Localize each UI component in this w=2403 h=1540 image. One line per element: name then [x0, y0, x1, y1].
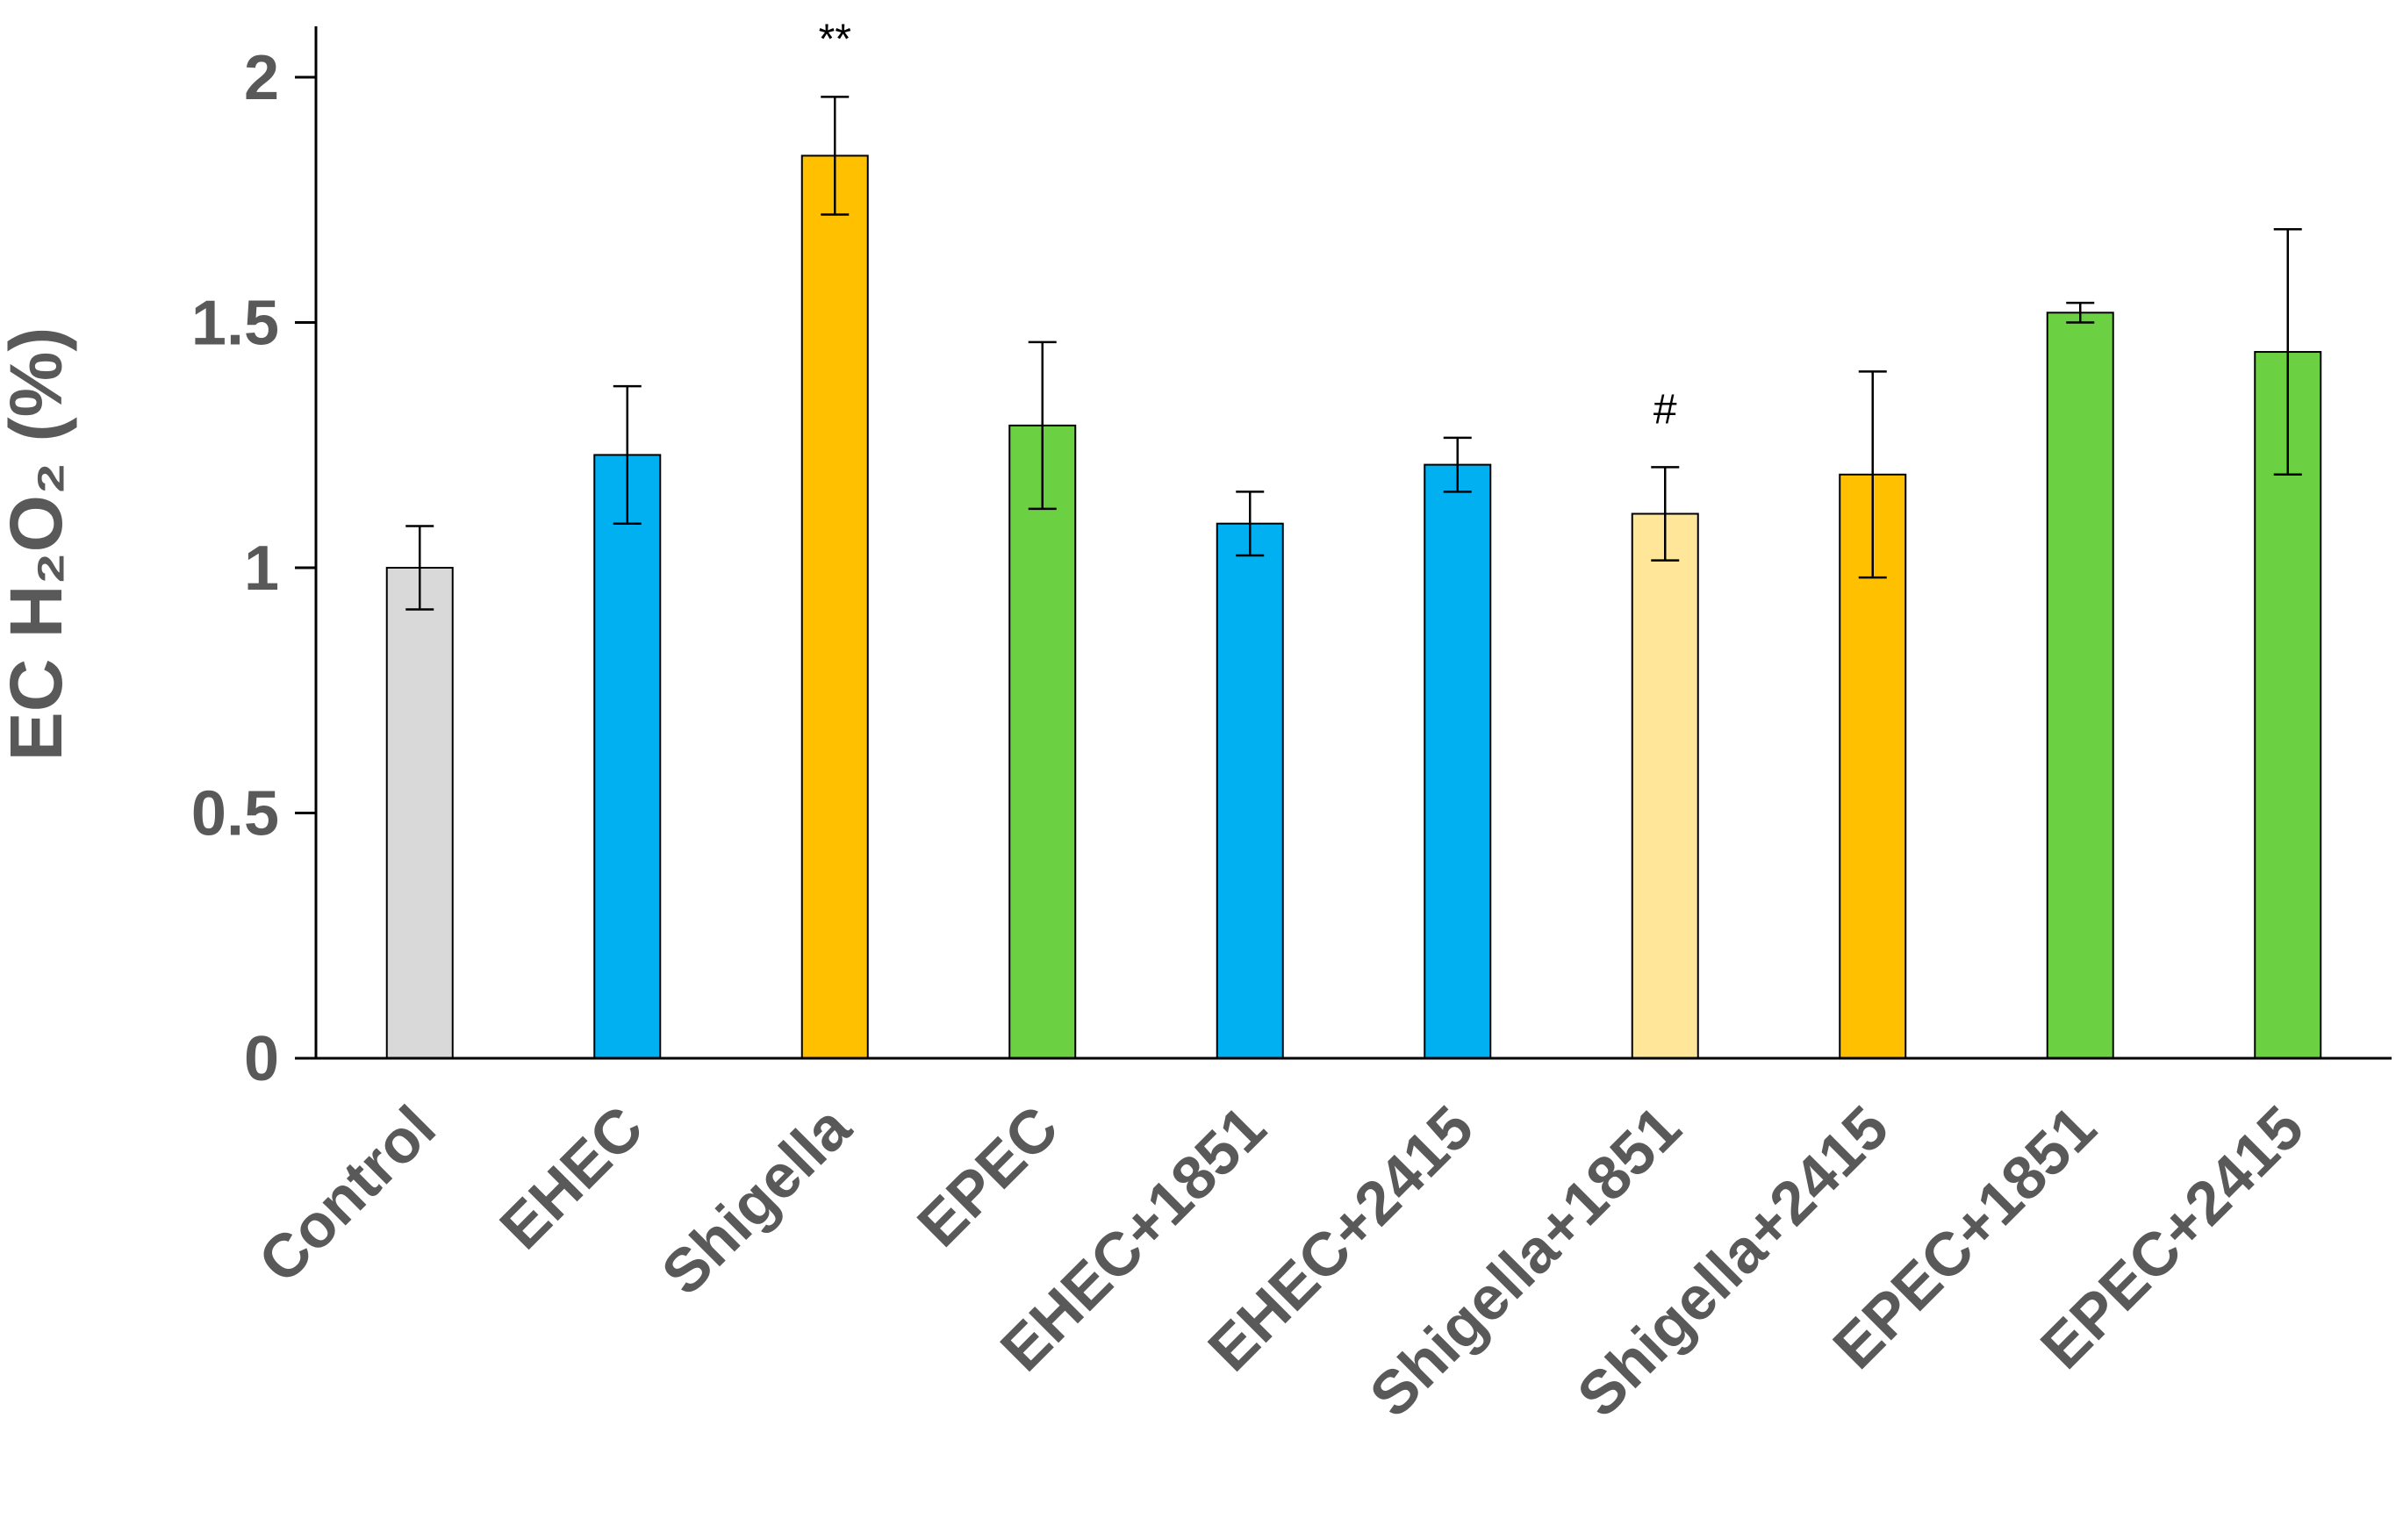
bar [1631, 512, 1699, 1059]
x-tick-label: EHEC [487, 1092, 656, 1262]
x-tick-label: EPEC [904, 1092, 1071, 1259]
y-axis-title-group: EC H₂O₂ (%) [0, 327, 77, 762]
y-tick-label: 0.5 [191, 779, 279, 849]
bar [1216, 522, 1284, 1059]
error-bars [405, 96, 2302, 611]
bar [593, 454, 662, 1059]
bar [1424, 463, 1492, 1059]
significance-marker: # [1653, 386, 1677, 433]
x-tick-label: Shigella [649, 1092, 864, 1308]
annotations: ** # [819, 16, 1677, 433]
y-axis-title: EC H₂O₂ (%) [0, 327, 77, 762]
y-tick-label: 1.5 [191, 289, 279, 359]
y-tick-label: 2 [244, 43, 279, 113]
y-axis: 0 0.5 1 1.5 2 [191, 26, 318, 1094]
x-tick-label: Control [246, 1092, 448, 1295]
bar [800, 154, 869, 1060]
bar [2046, 312, 2114, 1059]
y-tick-label: 1 [244, 534, 279, 604]
bar [1008, 424, 1077, 1059]
bars [385, 154, 2322, 1060]
bar [385, 567, 454, 1059]
y-tick-label: 0 [244, 1024, 279, 1094]
significance-marker: ** [819, 16, 851, 62]
